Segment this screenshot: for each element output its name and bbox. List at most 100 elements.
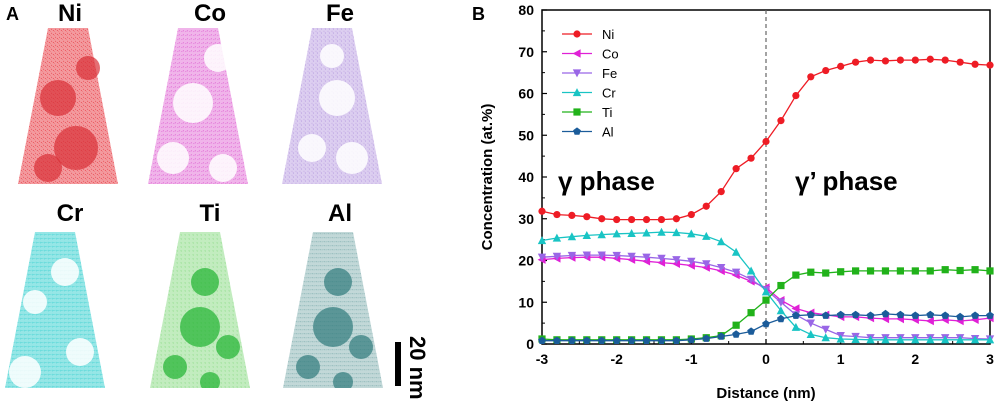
data-point-al xyxy=(762,319,770,328)
data-point-al xyxy=(717,332,726,340)
data-point-al xyxy=(687,335,696,344)
atom-map-cr xyxy=(5,232,105,388)
precipitate xyxy=(298,134,326,162)
y-tick-label: 0 xyxy=(526,336,534,352)
data-point-ni xyxy=(672,215,680,223)
data-point-cr xyxy=(597,230,606,239)
data-point-al xyxy=(971,311,979,319)
data-point-fe xyxy=(642,253,651,262)
data-point-ni xyxy=(896,56,904,64)
data-point-cr xyxy=(851,335,860,343)
data-point-ti xyxy=(941,266,949,274)
data-point-al xyxy=(777,314,785,323)
data-point-fe xyxy=(627,252,636,261)
data-point-cr xyxy=(776,306,786,315)
data-point-cr xyxy=(731,247,741,256)
data-point-fe xyxy=(731,268,741,277)
y-tick-label: 60 xyxy=(518,86,534,102)
data-point-ti xyxy=(911,267,919,275)
precipitate xyxy=(76,56,100,80)
data-point-co xyxy=(791,304,800,313)
data-point-cr xyxy=(791,322,801,331)
data-point-ni xyxy=(568,211,576,220)
gamma-phase-label: γ phase xyxy=(558,166,655,196)
data-point-cr xyxy=(746,266,756,275)
data-point-cr xyxy=(896,335,905,344)
y-tick-label: 20 xyxy=(518,253,534,269)
data-point-ti xyxy=(971,266,979,274)
data-point-fe xyxy=(672,256,681,265)
precipitate xyxy=(180,307,220,347)
scale-bar-label: 20 nm xyxy=(405,336,430,400)
data-point-cr xyxy=(657,227,666,236)
data-point-al xyxy=(538,336,546,344)
legend-label-ti: Ti xyxy=(602,105,612,120)
data-point-al xyxy=(941,311,950,319)
data-point-ti xyxy=(747,309,755,317)
data-point-al xyxy=(597,336,606,344)
legend-marker-ni xyxy=(573,30,581,38)
data-point-ni xyxy=(583,213,591,221)
data-point-al xyxy=(747,327,755,335)
map-label-ti: Ti xyxy=(199,200,221,227)
data-point-ni xyxy=(762,137,770,146)
data-point-ni xyxy=(837,62,845,70)
data-point-ti xyxy=(852,267,860,275)
data-point-fe xyxy=(821,325,830,334)
y-tick-label: 80 xyxy=(518,2,534,18)
data-point-ni xyxy=(598,215,606,223)
x-tick-label: 3 xyxy=(986,351,994,367)
legend-label-al: Al xyxy=(602,125,614,140)
precipitate xyxy=(319,80,355,116)
data-point-al xyxy=(851,310,860,319)
data-point-fe xyxy=(702,260,711,269)
atom-map-ti xyxy=(150,232,250,388)
precipitate xyxy=(313,307,353,347)
legend-marker-cr xyxy=(572,88,582,97)
legend-marker-fe xyxy=(572,69,582,78)
data-point-cr xyxy=(567,232,577,241)
data-point-fe xyxy=(567,251,577,260)
legend-marker-ti xyxy=(573,108,581,116)
data-point-ti xyxy=(881,267,890,275)
precipitate xyxy=(336,142,368,174)
precipitate xyxy=(333,372,353,388)
data-point-ni xyxy=(657,215,666,224)
y-tick-label: 40 xyxy=(518,169,534,185)
legend-label-cr: Cr xyxy=(602,86,616,101)
y-tick-label: 70 xyxy=(518,44,534,60)
data-point-ti xyxy=(896,267,904,275)
y-axis-label: Concentration (at.%) xyxy=(479,104,496,251)
data-point-ni xyxy=(538,207,546,215)
precipitate xyxy=(320,44,344,68)
atom-map-co xyxy=(148,28,248,184)
data-point-al xyxy=(836,310,845,319)
data-point-cr xyxy=(537,236,547,245)
data-point-cr xyxy=(911,335,920,344)
data-point-co xyxy=(672,259,680,268)
concentration-chart: 0 10 20 30 40 50 60 70 80 -3 -2 -1 0 1 2 3 Distance (nm)… xyxy=(479,2,995,402)
atom-map-fe xyxy=(282,28,382,184)
data-point-ni xyxy=(852,58,860,66)
data-point-al xyxy=(881,309,890,318)
data-point-ti xyxy=(956,266,964,275)
x-tick-label: 2 xyxy=(911,351,919,367)
data-point-ni xyxy=(687,210,695,219)
data-point-ti xyxy=(762,296,770,304)
data-point-fe xyxy=(746,275,756,284)
data-point-ni xyxy=(732,165,740,173)
data-point-al xyxy=(956,312,964,321)
legend-label-ni: Ni xyxy=(602,27,614,42)
data-point-co xyxy=(657,258,666,267)
x-tick-label: 0 xyxy=(762,351,770,367)
data-point-ti xyxy=(822,269,830,277)
precipitate xyxy=(349,335,373,359)
data-point-al xyxy=(896,310,905,319)
data-point-al xyxy=(732,330,740,338)
data-point-cr xyxy=(941,335,950,344)
data-point-al xyxy=(582,336,591,344)
data-point-ni xyxy=(881,57,890,65)
precipitate xyxy=(173,83,213,123)
precipitate xyxy=(200,372,220,388)
data-point-cr xyxy=(955,335,965,344)
